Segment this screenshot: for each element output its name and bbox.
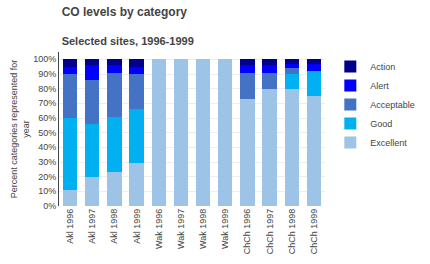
svg-text:Akl 1997: Akl 1997 — [87, 209, 97, 244]
svg-text:Action: Action — [370, 62, 395, 72]
svg-text:80%: 80% — [38, 84, 56, 94]
svg-text:60%: 60% — [38, 113, 56, 123]
svg-text:ChCh 1999: ChCh 1999 — [309, 209, 319, 255]
svg-text:Wak 1999: Wak 1999 — [220, 209, 230, 249]
svg-text:Excellent: Excellent — [370, 138, 407, 148]
svg-text:Akl 1999: Akl 1999 — [132, 209, 142, 244]
svg-text:Akl 1996: Akl 1996 — [65, 209, 75, 244]
svg-text:Acceptable: Acceptable — [370, 100, 415, 110]
svg-text:10%: 10% — [38, 186, 56, 196]
svg-text:50%: 50% — [38, 128, 56, 138]
svg-text:Wak 1998: Wak 1998 — [198, 209, 208, 249]
svg-text:ChCh 1997: ChCh 1997 — [265, 209, 275, 255]
svg-text:40%: 40% — [38, 142, 56, 152]
svg-text:Selected sites, 1996-1999: Selected sites, 1996-1999 — [62, 35, 194, 47]
svg-text:ChCh 1998: ChCh 1998 — [287, 209, 297, 255]
svg-text:100%: 100% — [33, 54, 56, 64]
svg-text:30%: 30% — [38, 157, 56, 167]
svg-text:Wak 1996: Wak 1996 — [154, 209, 164, 249]
svg-text:Good: Good — [370, 119, 392, 129]
svg-text:0%: 0% — [43, 201, 56, 211]
svg-text:90%: 90% — [38, 69, 56, 79]
svg-text:CO levels by category: CO levels by category — [62, 5, 188, 19]
svg-text:Percent categories represented: Percent categories represented foryear — [9, 60, 31, 199]
svg-text:20%: 20% — [38, 172, 56, 182]
svg-text:Alert: Alert — [370, 81, 389, 91]
svg-text:Akl 1998: Akl 1998 — [109, 209, 119, 244]
svg-text:Wak 1997: Wak 1997 — [176, 209, 186, 249]
svg-text:ChCh 1996: ChCh 1996 — [242, 209, 252, 255]
svg-text:70%: 70% — [38, 98, 56, 108]
